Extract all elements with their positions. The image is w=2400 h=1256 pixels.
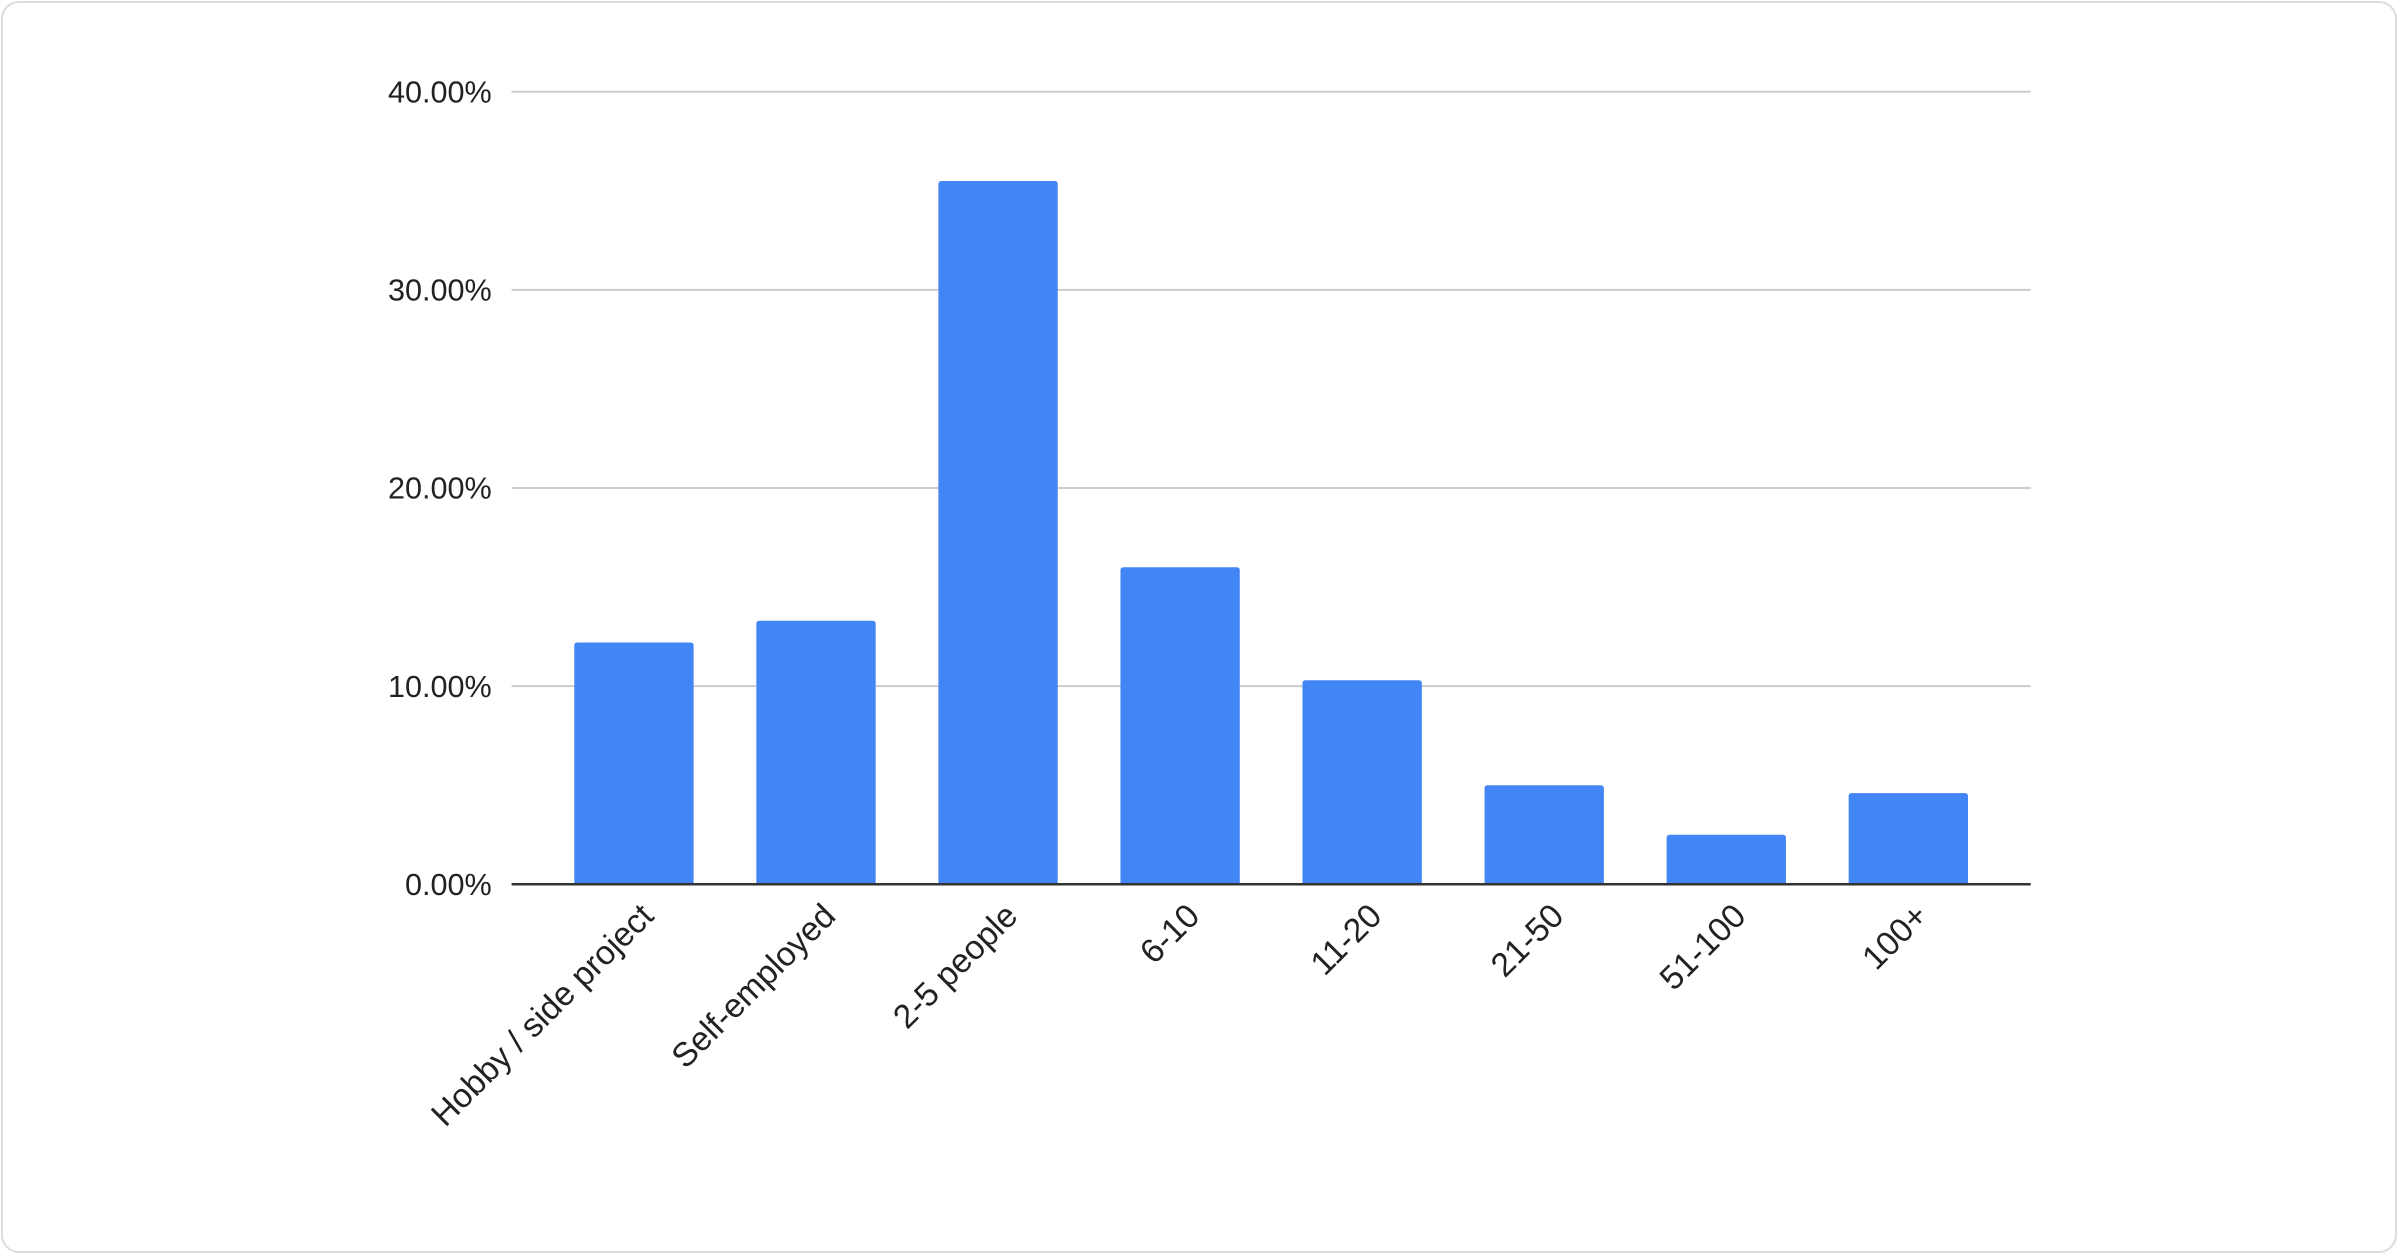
y-tick-label: 30.00% (388, 274, 492, 308)
x-tick-label: 21-50 (1484, 897, 1571, 984)
bar (1120, 567, 1240, 885)
x-tick-label: 11-20 (1304, 897, 1389, 982)
x-tick-label: 51-100 (1653, 897, 1753, 997)
bar (1848, 793, 1968, 885)
y-tick-label: 0.00% (405, 868, 492, 902)
y-tick-label: 20.00% (388, 472, 492, 506)
y-tick-label: 40.00% (388, 75, 492, 109)
bar (1484, 785, 1604, 885)
bar (1302, 680, 1422, 885)
bar (1666, 834, 1786, 885)
x-tick-label: 6-10 (1133, 897, 1207, 971)
bar (574, 642, 694, 885)
x-tick-label: Hobby / side project (425, 897, 662, 1134)
bar (756, 620, 876, 885)
x-tick-label: Self-employed (665, 897, 843, 1075)
bar (938, 180, 1058, 885)
x-tick-label: 2-5 people (887, 897, 1026, 1036)
x-tick-label: 100+ (1856, 897, 1936, 977)
y-tick-label: 10.00% (388, 670, 492, 704)
